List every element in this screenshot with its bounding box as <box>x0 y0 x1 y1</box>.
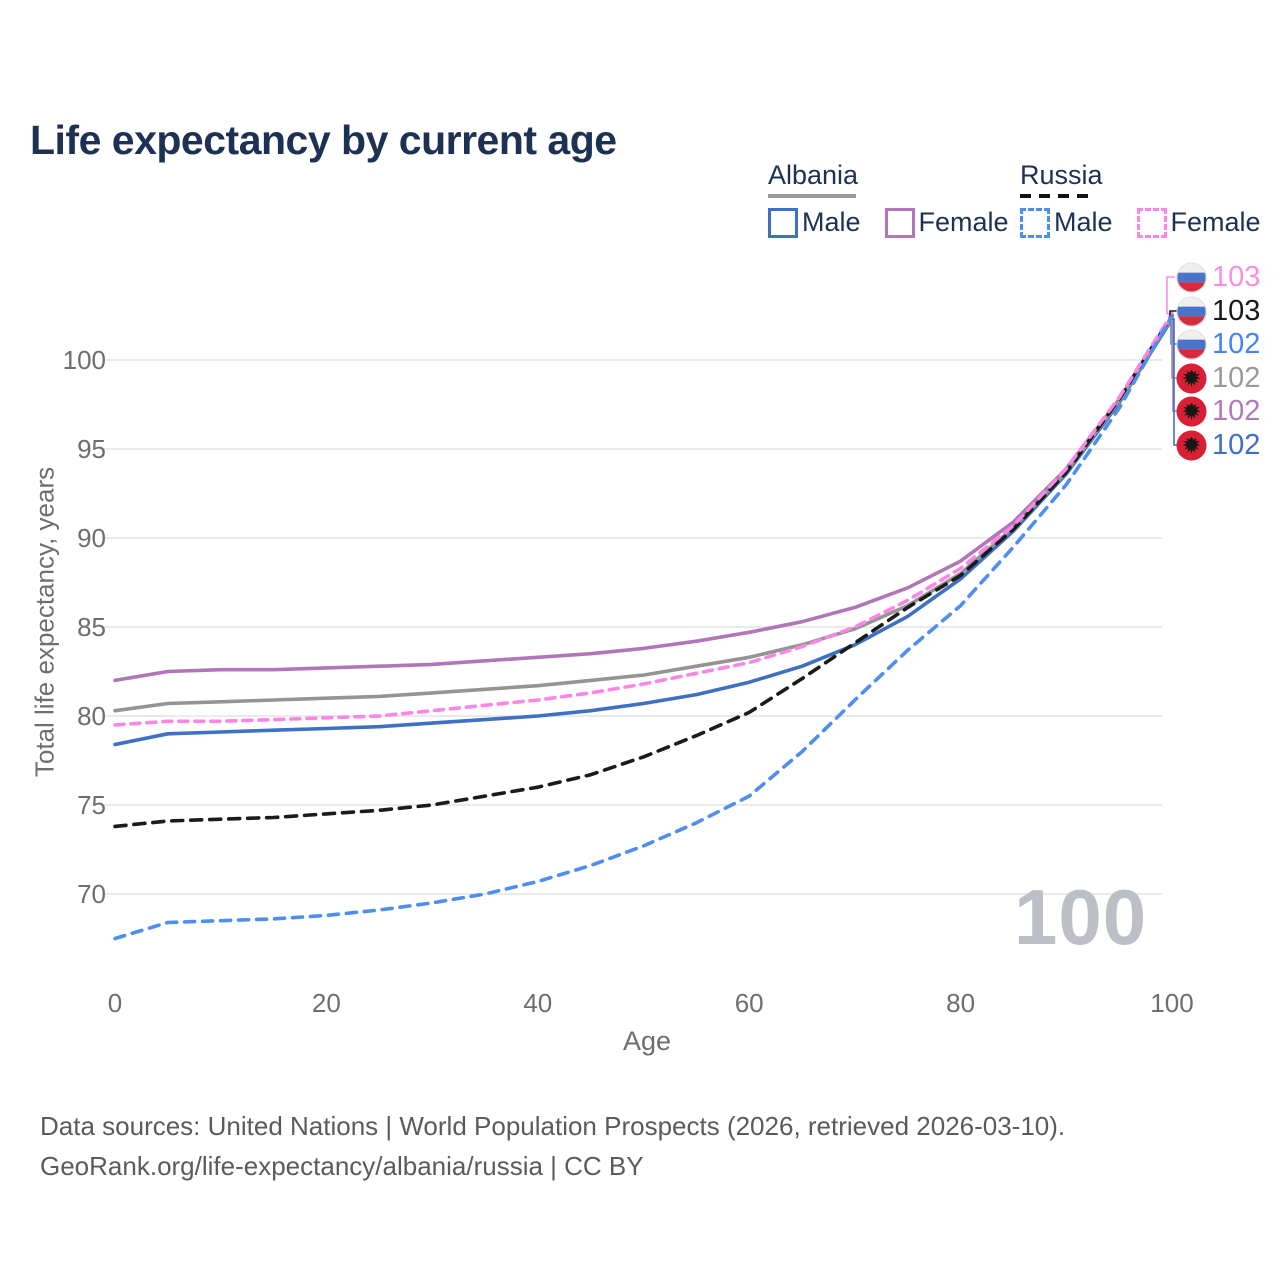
end-label-russia_female[interactable]: 103 <box>1176 260 1260 294</box>
page-title: Life expectancy by current age <box>30 117 617 164</box>
footer-sources: Data sources: United Nations | World Pop… <box>40 1111 1066 1141</box>
series-line-albania_male[interactable] <box>113 317 1174 747</box>
y-tick-label-75: 75 <box>77 790 106 820</box>
series-line-russia_overall[interactable] <box>113 313 1174 829</box>
series-line-russia_male[interactable] <box>113 313 1174 941</box>
legend-checkbox-russia-female[interactable] <box>1136 207 1167 238</box>
legend-checkbox-albania-male[interactable] <box>768 207 798 238</box>
legend-label-russia-male[interactable]: Male <box>1054 207 1113 237</box>
y-tick-label-100: 100 <box>62 345 106 375</box>
end-label-albania_overall[interactable]: 102 <box>1176 361 1260 395</box>
footer-license: GeoRank.org/life-expectancy/albania/russ… <box>40 1151 644 1181</box>
albania-flag-icon <box>1176 362 1207 394</box>
end-label-value: 102 <box>1212 361 1261 394</box>
albania-flag-icon <box>1176 429 1207 461</box>
y-tick-label-85: 85 <box>77 612 106 642</box>
age-watermark: 100 <box>1014 873 1148 961</box>
albania-flag-icon <box>1176 395 1207 427</box>
legend-country-russia[interactable]: Russia <box>1020 160 1103 190</box>
x-tick-label-100: 100 <box>1150 988 1194 1018</box>
x-tick-label-0: 0 <box>107 988 123 1018</box>
leader-line-russia_female <box>1166 276 1175 315</box>
legend-country-albania[interactable]: Albania <box>768 160 859 190</box>
end-label-value: 103 <box>1212 260 1261 293</box>
end-label-russia_overall[interactable]: 103 <box>1176 294 1260 328</box>
x-tick-label-20: 20 <box>311 988 341 1018</box>
end-label-value: 102 <box>1212 394 1261 427</box>
end-label-albania_female[interactable]: 102 <box>1176 394 1260 428</box>
x-axis-title: Age <box>622 1026 672 1056</box>
footer-note: Data sources: United Nations | World Pop… <box>40 1106 1065 1186</box>
end-label-russia_male[interactable]: 102 <box>1176 327 1260 361</box>
legend-underline-russia <box>1020 194 1096 198</box>
x-tick-label-40: 40 <box>523 988 553 1018</box>
legend-label-albania-male[interactable]: Male <box>802 207 861 237</box>
legend-checkbox-albania-female[interactable] <box>884 207 915 238</box>
end-label-value: 103 <box>1212 294 1261 327</box>
series-line-russia_female[interactable] <box>113 311 1174 727</box>
y-tick-label-90: 90 <box>77 523 106 553</box>
y-tick-label-80: 80 <box>77 701 106 731</box>
end-label-value: 102 <box>1212 428 1261 461</box>
legend-group-russia: Russia Male Female <box>1020 160 1261 238</box>
series-line-albania_overall[interactable] <box>113 315 1174 713</box>
legend-group-albania: Albania Male Female <box>768 160 1009 238</box>
end-label-value: 102 <box>1212 327 1261 360</box>
legend-label-russia-female[interactable]: Female <box>1170 207 1261 237</box>
x-tick-label-60: 60 <box>734 988 764 1018</box>
end-label-albania_male[interactable]: 102 <box>1176 428 1260 462</box>
series-line-albania_female[interactable] <box>113 315 1174 683</box>
legend-label-albania-female[interactable]: Female <box>918 207 1009 237</box>
russia-flag-icon <box>1176 328 1207 360</box>
y-tick-label-70: 70 <box>77 879 106 909</box>
russia-flag-icon <box>1176 261 1207 293</box>
leader-line-russia_male <box>1170 314 1179 345</box>
russia-flag-icon <box>1176 295 1207 327</box>
y-tick-label-95: 95 <box>77 434 106 464</box>
legend-underline-albania <box>768 194 856 198</box>
legend-checkbox-russia-male[interactable] <box>1020 207 1050 238</box>
x-tick-label-80: 80 <box>946 988 976 1018</box>
